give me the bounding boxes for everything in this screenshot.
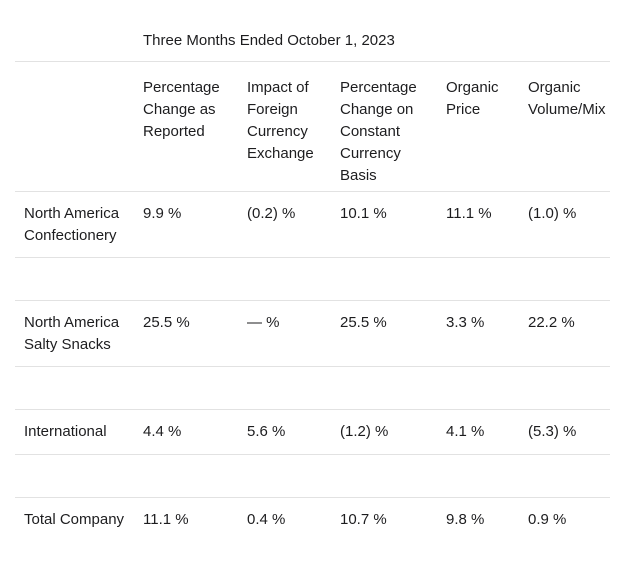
table-row-international: International 4.4 % 5.6 % (1.2) % 4.1 % … [15, 409, 611, 455]
value-cell: 4.1 % [446, 409, 528, 455]
title-row: Three Months Ended October 1, 2023 [15, 28, 611, 62]
value-cell: 22.2 % [528, 300, 611, 367]
value-cell: 5.6 % [247, 409, 340, 455]
value-cell: 10.7 % [340, 510, 387, 528]
row-label: North America Confectionery [15, 191, 143, 258]
column-header-fx-impact: Impact of Foreign Currency Exchange [247, 61, 340, 192]
value-cell: — % [247, 300, 340, 367]
spacer-row [15, 454, 611, 498]
spacer-row [15, 366, 611, 410]
value-cell: 0.4 % [247, 510, 286, 528]
value-cell: 11.1 % [143, 510, 189, 528]
value-cell: (1.2) % [340, 409, 446, 455]
column-header-pct-change-reported: Percentage Change as Reported [143, 61, 247, 192]
value-cell: (1.0) % [528, 191, 611, 258]
table-row-na-salty-snacks: North America Salty Snacks 25.5 % — % 25… [15, 300, 611, 367]
value-cell: 25.5 % [143, 300, 247, 367]
column-header-pct-change-constant-currency: Percentage Change on Constant Currency B… [340, 61, 446, 192]
value-cell: 9.9 % [143, 191, 247, 258]
value-cell: 25.5 % [340, 300, 446, 367]
spacer-cell [15, 454, 611, 498]
spacer-cell [15, 366, 611, 410]
spacer-row [15, 257, 611, 301]
period-title: Three Months Ended October 1, 2023 [143, 28, 611, 62]
header-empty-cell [15, 61, 143, 192]
row-label: North America Salty Snacks [15, 300, 143, 367]
table-row-na-confectionery: North America Confectionery 9.9 % (0.2) … [15, 191, 611, 258]
value-cell: 11.1 % [446, 191, 528, 258]
value-cell: 9.8 % [446, 510, 485, 528]
value-cell: (5.3) % [528, 409, 611, 455]
value-cell: 0.9 % [528, 510, 567, 528]
corner-empty-cell [15, 28, 143, 62]
value-cell: 10.1 % [340, 191, 446, 258]
spacer-cell [15, 257, 611, 301]
table-row-total-company: Total Company 11.1 % 0.4 % 10.7 % 9.8 % … [15, 497, 610, 563]
column-header-organic-volume-mix: Organic Volume/Mix [528, 61, 611, 192]
row-label: Total Company [24, 510, 125, 528]
value-cell: (0.2) % [247, 191, 340, 258]
row-label: International [15, 409, 143, 455]
column-header-organic-price: Organic Price [446, 61, 528, 192]
segment-results-table: Three Months Ended October 1, 2023 Perce… [15, 28, 611, 563]
value-cell: 3.3 % [446, 300, 528, 367]
value-cell: 4.4 % [143, 409, 247, 455]
header-row: Percentage Change as Reported Impact of … [15, 61, 611, 192]
